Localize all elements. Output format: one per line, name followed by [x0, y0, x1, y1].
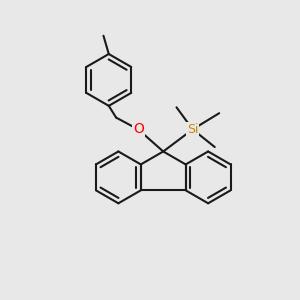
Text: O: O: [133, 122, 144, 136]
Text: Si: Si: [187, 123, 198, 136]
